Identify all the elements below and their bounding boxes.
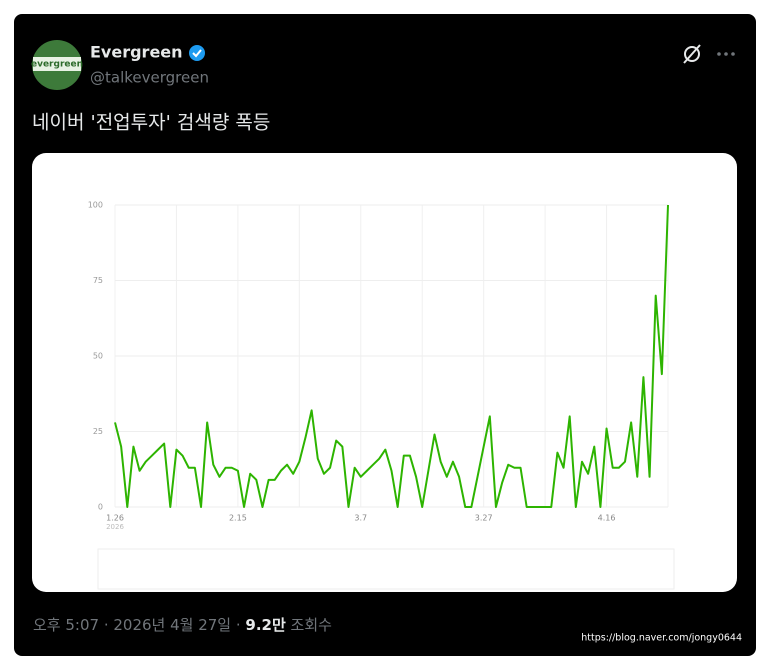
- chart-image[interactable]: [32, 153, 737, 592]
- display-name[interactable]: Evergreen: [90, 43, 183, 62]
- y-tick-label: 100: [88, 201, 103, 210]
- y-tick-label: 50: [93, 352, 103, 361]
- legend-box: [97, 548, 675, 590]
- grok-icon-slash: [683, 44, 701, 64]
- x-tick-label: 1.26: [106, 514, 124, 523]
- y-tick-label: 0: [98, 503, 103, 512]
- y-tick-label: 25: [93, 427, 103, 436]
- verified-badge: [189, 45, 205, 61]
- verified-check: [192, 49, 202, 58]
- watermark: https://blog.naver.com/jongy0644: [581, 633, 742, 644]
- grok-icon[interactable]: [684, 46, 700, 62]
- avatar-band: [33, 57, 81, 71]
- x-tick-label: 3.27: [475, 514, 493, 523]
- series-line: [114, 204, 669, 508]
- tweet-text: 네이버 '전업투자' 검색량 폭등: [32, 112, 270, 134]
- views-label: 조회수: [286, 616, 332, 634]
- x-year-label: 2026: [106, 523, 124, 531]
- x-tick-label: 2.15: [229, 514, 247, 523]
- more-icon[interactable]: [717, 52, 735, 56]
- y-tick-label: 75: [93, 276, 103, 285]
- timestamp: 오후 5:07 · 2026년 4월 27일 · 9.2만 조회수: [33, 616, 332, 634]
- time: 오후 5:07 · 2026년 4월 27일 ·: [33, 616, 245, 634]
- handle[interactable]: @talkevergreen: [90, 69, 209, 87]
- x-tick-label: 4.16: [598, 514, 616, 523]
- views-count: 9.2만: [245, 616, 286, 634]
- x-tick-label: 3.7: [354, 514, 367, 523]
- avatar-text: evergreen: [31, 60, 83, 70]
